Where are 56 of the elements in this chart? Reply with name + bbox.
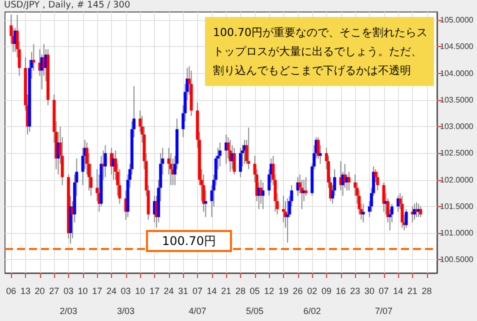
x-tick-label: 17 <box>149 286 160 296</box>
x-tick-label: 28 <box>235 286 246 296</box>
chart-title: USD/JPY , Daily, # 145 / 300 <box>4 0 131 10</box>
x-tick-label: 31 <box>178 286 188 296</box>
y-tick-label: 103.0000 <box>440 122 474 132</box>
x-tick-label: 27 <box>49 286 60 296</box>
x-tick-label: 24 <box>164 286 174 296</box>
y-tick-label: 104.5000 <box>440 42 474 52</box>
x-tick-label: 03 2/03 <box>60 286 78 316</box>
candlestick <box>218 142 222 167</box>
x-tick-label: 30 <box>364 286 374 296</box>
x-tick-label: 12 <box>264 286 274 296</box>
x-tick-label: 06 <box>6 286 16 296</box>
x-tick-label: 28 <box>422 286 432 296</box>
x-tick-label: 16 <box>336 286 346 296</box>
candlestick <box>238 147 242 178</box>
x-tick-label: 05 5/05 <box>246 286 264 316</box>
x-tick-label: 17 <box>92 286 102 296</box>
x-tick-label: 14 <box>206 286 217 296</box>
x-tick-label: 21 <box>221 286 232 296</box>
y-tick-label: 105.0000 <box>440 15 474 24</box>
x-tick-label: 21 <box>407 286 418 296</box>
candlestick <box>247 127 250 170</box>
x-tick-label: 14 <box>393 286 404 296</box>
annotation: 100.70円が重要なので、そこを割れたらストップロスが大量に出るでしょう。ただ、割り込んでもどこまで下げるかは不透明 <box>213 26 428 77</box>
x-tick-label: 19 <box>278 286 288 296</box>
x-tick-label: 07 4/07 <box>188 286 206 316</box>
y-tick-label: 101.0000 <box>440 228 474 238</box>
candlestick <box>400 195 404 228</box>
y-tick-label: 102.0000 <box>440 175 474 184</box>
candlestick <box>286 198 290 244</box>
y-tick-label: 102.5000 <box>440 148 474 158</box>
ref-line-label: 100.70円 <box>162 234 216 248</box>
candlestick <box>362 203 365 223</box>
x-tick-label: 24 <box>106 286 116 296</box>
candlestick <box>104 144 107 178</box>
candlestick <box>261 182 264 210</box>
x-tick-label: 03 3/03 <box>117 286 135 316</box>
x-tick-label: 07 7/07 <box>375 286 393 316</box>
candlestick <box>404 208 408 228</box>
y-tick-label: 100.5000 <box>440 255 474 264</box>
x-tick-label: 02 6/02 <box>303 286 321 316</box>
candlestick <box>419 206 422 218</box>
x-tick-label: 13 <box>20 286 30 296</box>
y-tick-label: 104.0000 <box>440 68 474 78</box>
x-tick-label: 20 <box>34 286 45 296</box>
x-tick-label: 09 <box>321 286 332 296</box>
candlestick <box>232 147 236 175</box>
x-tick-label: 23 <box>350 286 360 296</box>
x-tick-label: 10 <box>135 286 146 296</box>
y-tick-label: 103.5000 <box>440 95 474 104</box>
candlestick <box>382 182 386 212</box>
x-tick-label: 10 <box>78 286 88 296</box>
candlestick <box>376 171 380 191</box>
x-tick-label: 26 <box>292 286 303 296</box>
y-tick-label: 101.5000 <box>440 202 474 211</box>
